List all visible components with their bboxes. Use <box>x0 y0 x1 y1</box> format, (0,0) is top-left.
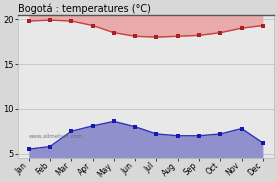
Point <box>176 35 180 38</box>
Point <box>112 31 116 34</box>
Point <box>197 34 201 37</box>
Point <box>133 125 137 128</box>
Point <box>218 31 222 34</box>
Point <box>27 20 31 23</box>
Point <box>112 120 116 123</box>
Point <box>239 27 244 30</box>
Point <box>27 148 31 151</box>
Text: www.allmetsat.com: www.allmetsat.com <box>28 134 83 139</box>
Point <box>133 35 137 38</box>
Point <box>261 24 265 27</box>
Point <box>69 130 74 133</box>
Point <box>90 24 95 27</box>
Point <box>154 36 159 39</box>
Point <box>218 132 222 135</box>
Point <box>239 127 244 130</box>
Point <box>197 134 201 137</box>
Point <box>90 124 95 127</box>
Point <box>261 141 265 144</box>
Point <box>176 134 180 137</box>
Point <box>48 19 52 22</box>
Point <box>154 132 159 135</box>
Text: Bogotá : temperatures (°C): Bogotá : temperatures (°C) <box>18 3 151 14</box>
Point <box>69 20 74 23</box>
Point <box>48 145 52 148</box>
